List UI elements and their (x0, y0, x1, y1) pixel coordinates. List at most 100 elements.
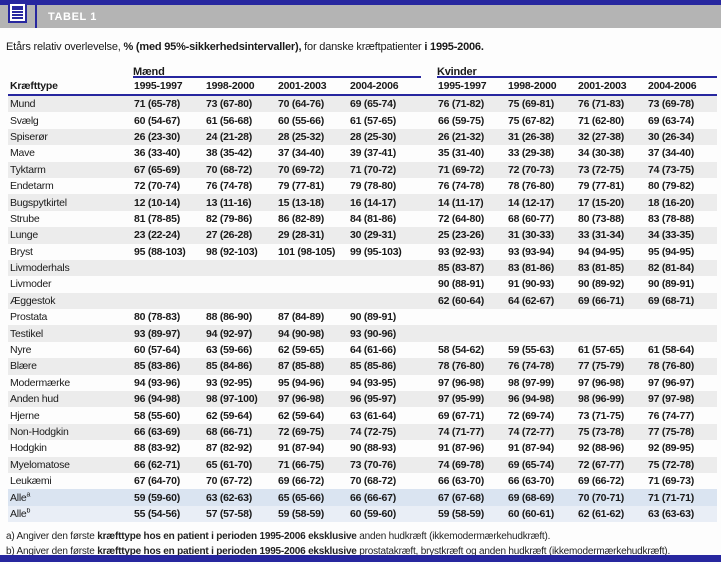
value-cell: 83 (81-86) (508, 262, 554, 275)
value-cell: 24 (21-28) (206, 130, 252, 143)
value-cell: 80 (78-83) (134, 311, 180, 324)
row-label: Æggestok (8, 295, 133, 307)
value-cell: 85 (84-86) (206, 360, 252, 373)
row-label: Lunge (8, 229, 133, 241)
value-cell: 37 (34-40) (278, 147, 324, 160)
value-cell: 61 (56-68) (206, 114, 252, 127)
row-label-text: Nyre (10, 344, 32, 357)
value-cell: 32 (27-38) (578, 130, 624, 143)
table-row: Livmoder 90 (88-91) 91 (90-93) 90 (89-92) 90… (8, 276, 717, 292)
value-cell: 60 (57-64) (134, 344, 180, 357)
value-cell: 71 (66-75) (278, 458, 324, 471)
table-row: Mund 71 (65-78) 73 (67-80) 70 (64-76) 69 (65… (8, 96, 717, 113)
table-row: Mave 36 (33-40) 38 (35-42) 37 (34-40) 39 (37… (8, 145, 717, 161)
value-cell: 97 (97-98) (648, 393, 694, 406)
value-cell: 98 (97-99) (508, 376, 554, 389)
value-cell: 15 (13-18) (278, 196, 324, 209)
value-cell: 18 (16-20) (648, 196, 694, 209)
table-row: Prostata 80 (78-83) 88 (86-90) 87 (84-89) 90… (8, 309, 717, 325)
value-cell: 34 (33-35) (648, 229, 694, 242)
footnotes: a) Angiver den første kræfttype hos en p… (6, 529, 713, 559)
period-header-row: Kræfttype 1995-1997 1998-2000 2001-2003 … (8, 78, 717, 96)
row-label-text: Blære (10, 360, 37, 373)
row-label: Bugspytkirtel (8, 197, 133, 209)
table-row: Strube 81 (78-85) 82 (79-86) 86 (82-89) 84 (… (8, 211, 717, 227)
row-label-text: Strube (10, 212, 40, 225)
value-cell: 83 (78-88) (648, 212, 694, 225)
row-label-text: Alle (10, 507, 27, 520)
table-row: Allea 59 (59-60) 63 (62-63) 65 (65-66) 66 (6… (8, 489, 717, 506)
row-label: Leukæmi (8, 475, 133, 487)
value-cell: 76 (71-82) (438, 98, 484, 111)
table-row: Svælg 60 (54-67) 61 (56-68) 60 (55-66) 61 (5… (8, 112, 717, 128)
row-label: Allea (8, 492, 133, 504)
value-cell: 63 (62-63) (206, 491, 252, 504)
value-cell: 58 (54-62) (438, 344, 484, 357)
value-cell: 37 (34-40) (648, 147, 694, 160)
value-cell: 69 (65-74) (508, 458, 554, 471)
value-cell: 55 (54-56) (134, 507, 180, 520)
value-cell: 64 (61-66) (350, 344, 396, 357)
table-row: Bugspytkirtel 12 (10-14) 13 (11-16) 15 (13-… (8, 194, 717, 211)
value-cell: 59 (59-60) (134, 491, 180, 504)
table-row: Non-Hodgkin 66 (63-69) 68 (66-71) 72 (69-75… (8, 423, 717, 441)
value-cell: 96 (94-98) (134, 393, 180, 406)
value-cell: 62 (60-64) (438, 294, 484, 307)
value-cell: 98 (97-100) (206, 393, 258, 406)
value-cell: 64 (62-67) (508, 294, 554, 307)
value-cell: 28 (25-30) (350, 130, 396, 143)
value-cell: 68 (60-77) (508, 212, 554, 225)
value-cell: 73 (71-75) (578, 409, 624, 422)
column-header-period: 1995-1997 (438, 80, 487, 92)
value-cell: 69 (66-71) (578, 294, 624, 307)
row-label-text: Testikel (10, 327, 44, 340)
value-cell: 85 (83-86) (134, 360, 180, 373)
value-cell: 94 (93-95) (350, 376, 396, 389)
value-cell: 68 (66-71) (206, 426, 252, 438)
value-cell: 86 (82-89) (278, 212, 324, 225)
table-row: Myelomatose 66 (62-71) 65 (61-70) 71 (66-75… (8, 456, 717, 473)
value-cell: 91 (87-96) (438, 442, 484, 455)
group-label-kvinder: Kvinder (437, 66, 477, 78)
value-cell: 88 (86-90) (206, 311, 252, 324)
column-header-period: 2004-2006 (648, 80, 697, 92)
row-label: Endetarm (8, 180, 133, 192)
value-cell: 94 (90-98) (278, 327, 324, 340)
value-cell: 33 (29-38) (508, 147, 554, 160)
value-cell: 17 (15-20) (578, 196, 624, 209)
value-cell: 26 (21-32) (438, 130, 484, 143)
value-cell: 72 (69-74) (508, 409, 554, 422)
row-label: Non-Hodgkin (8, 426, 133, 438)
value-cell: 91 (87-94) (278, 442, 324, 455)
row-label: Blære (8, 360, 133, 372)
value-cell: 76 (74-77) (648, 409, 694, 422)
row-label: Testikel (8, 328, 133, 340)
row-label-text: Bryst (10, 245, 33, 258)
row-label-text: Bugspytkirtel (10, 196, 67, 209)
value-cell: 82 (81-84) (648, 262, 694, 275)
value-cell: 92 (89-95) (648, 442, 694, 455)
value-cell: 77 (75-79) (578, 360, 624, 373)
row-label-text: Lunge (10, 229, 38, 242)
bottom-accent-bar (0, 555, 721, 562)
row-label-text: Svælg (10, 114, 39, 127)
value-cell: 90 (89-91) (648, 278, 694, 291)
value-cell: 62 (61-62) (578, 507, 624, 520)
value-cell: 79 (77-81) (278, 180, 324, 193)
row-label-text: Mave (10, 147, 35, 160)
value-cell: 67 (65-69) (134, 163, 180, 176)
value-cell: 94 (94-95) (578, 245, 624, 258)
value-cell: 83 (81-85) (578, 262, 624, 275)
value-cell: 71 (70-72) (350, 163, 396, 176)
value-cell: 94 (93-96) (134, 376, 180, 389)
table-title: TABEL 1 (48, 10, 98, 23)
titlebar-divider (35, 5, 37, 28)
value-cell: 97 (96-98) (578, 376, 624, 389)
column-header-period: 2004-2006 (350, 80, 399, 92)
caption-text-bold: i 1995-2006. (424, 41, 484, 53)
value-cell: 28 (25-32) (278, 130, 324, 143)
value-cell: 95 (88-103) (134, 245, 186, 258)
value-cell: 66 (63-70) (438, 475, 484, 488)
value-cell: 29 (28-31) (278, 229, 324, 242)
